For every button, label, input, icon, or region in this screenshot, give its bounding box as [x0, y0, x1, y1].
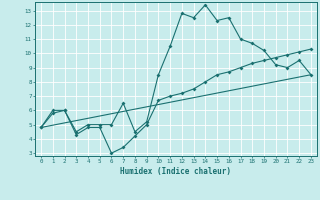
X-axis label: Humidex (Indice chaleur): Humidex (Indice chaleur) [121, 167, 231, 176]
